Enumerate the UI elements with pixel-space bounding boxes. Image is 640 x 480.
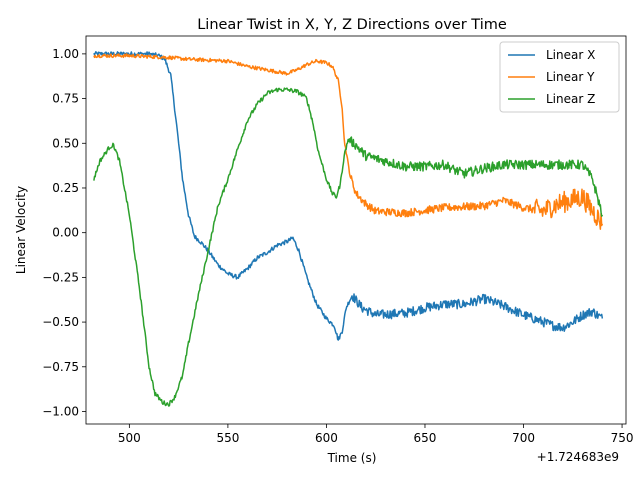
series-line-linear-z <box>93 87 604 407</box>
x-tick-label: 750 <box>611 431 634 445</box>
legend-label: Linear X <box>546 48 595 62</box>
y-axis-label: Linear Velocity <box>14 186 28 274</box>
y-tick-label: −0.75 <box>42 360 79 374</box>
y-tick-label: 0.50 <box>52 136 79 150</box>
y-tick-label: −1.00 <box>42 404 79 418</box>
y-tick-label: 1.00 <box>52 47 79 61</box>
x-axis-label: Time (s) <box>327 451 377 465</box>
x-tick-label: 650 <box>414 431 437 445</box>
y-tick-label: −0.25 <box>42 270 79 284</box>
legend-label: Linear Y <box>546 70 595 84</box>
series-line-linear-y <box>93 53 604 230</box>
y-tick-label: 0.25 <box>52 181 79 195</box>
x-axis-offset-label: +1.724683e9 <box>537 450 619 464</box>
legend: Linear X Linear Y Linear Z <box>499 41 620 113</box>
x-tick-label: 700 <box>512 431 535 445</box>
y-tick-label: 0.00 <box>52 226 79 240</box>
plot-frame <box>85 35 627 425</box>
legend-label: Linear Z <box>546 92 595 106</box>
x-tick-label: 500 <box>118 431 141 445</box>
y-tick-label: −0.50 <box>42 315 79 329</box>
axes-layer: 500 550 600 650 700 750 −1.00 −0.75 −0.50 −0.25 0.… <box>42 35 634 445</box>
y-tick-label: 0.75 <box>52 92 79 106</box>
x-tick-label: 550 <box>216 431 239 445</box>
series-line-linear-x <box>93 51 604 341</box>
legend-box <box>499 41 620 113</box>
chart-title: Linear Twist in X, Y, Z Directions over … <box>197 17 507 33</box>
series-layer <box>93 51 604 407</box>
x-tick-label: 600 <box>315 431 338 445</box>
